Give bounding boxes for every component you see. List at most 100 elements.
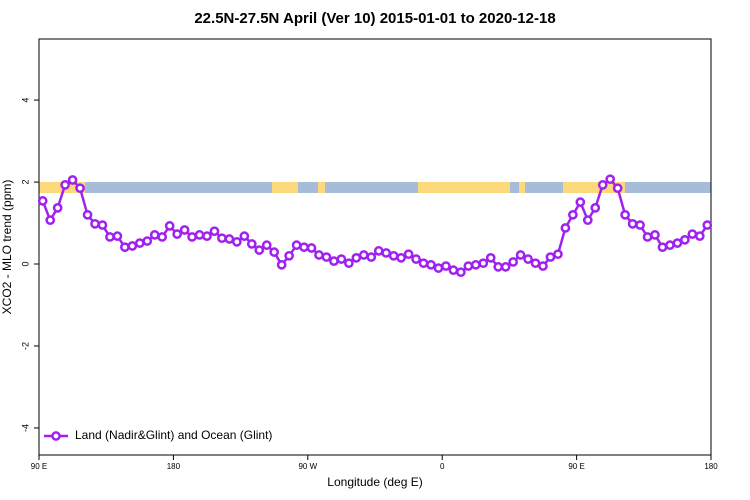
series-point <box>403 249 414 260</box>
series-point <box>127 241 138 251</box>
series-point <box>329 256 339 266</box>
series-point <box>478 258 489 269</box>
series-point <box>680 234 690 245</box>
series-point <box>597 180 608 190</box>
series-point <box>67 175 78 185</box>
series-point <box>500 262 511 272</box>
chart-title: 22.5N-27.5N April (Ver 10) 2015-01-01 to… <box>194 10 555 27</box>
series-point <box>134 238 145 248</box>
series-point <box>456 267 466 278</box>
series-point <box>515 250 526 260</box>
series-point <box>605 174 616 185</box>
series-point <box>373 246 384 256</box>
series-point <box>261 240 272 251</box>
series-point <box>187 232 197 242</box>
series-point <box>45 215 56 226</box>
series-point <box>52 203 63 213</box>
series-point <box>523 254 533 264</box>
series-point <box>560 223 571 233</box>
series-point <box>553 249 563 260</box>
x-tick-label: 0 <box>440 462 445 471</box>
series-point <box>172 229 182 239</box>
series-point <box>246 239 257 249</box>
series-point <box>358 250 369 260</box>
series-point <box>202 231 212 241</box>
series-point <box>582 215 593 226</box>
y-tick-label: 2 <box>20 180 30 185</box>
series-point <box>112 231 123 241</box>
series-point <box>105 232 115 242</box>
y-tick-label: -4 <box>20 424 30 432</box>
series-point <box>194 230 205 240</box>
series-point <box>642 232 653 242</box>
y-tick-label: 4 <box>20 98 30 103</box>
series-point <box>75 183 85 194</box>
series-point <box>306 243 317 253</box>
series-point <box>650 230 660 240</box>
series-point <box>239 231 250 241</box>
series-point <box>164 221 175 231</box>
series-point <box>411 254 421 264</box>
series-point <box>254 245 265 255</box>
series-point <box>620 209 630 220</box>
x-axis-label: Longitude (deg E) <box>327 475 422 489</box>
series-point <box>396 253 406 263</box>
series-point <box>381 248 392 258</box>
y-tick-label: 0 <box>20 262 30 267</box>
series-point <box>291 240 302 251</box>
series-point <box>60 180 70 190</box>
series-point <box>470 259 481 270</box>
series-point <box>530 258 541 269</box>
series-point <box>635 220 645 230</box>
x-tick-label: 90 E <box>31 462 47 471</box>
series-point <box>232 237 242 247</box>
series-point <box>694 231 705 241</box>
series-point <box>545 252 556 262</box>
x-tick-label: 180 <box>704 462 718 471</box>
series-point <box>336 254 347 264</box>
series-point <box>433 263 444 273</box>
y-tick-label: -2 <box>20 342 30 350</box>
series-point <box>418 258 429 269</box>
series-point <box>448 265 459 276</box>
series-point <box>82 209 93 220</box>
plot-frame <box>38 38 712 456</box>
legend-marker <box>51 431 61 441</box>
series-point <box>179 225 190 235</box>
series-point <box>627 218 638 229</box>
series-point <box>575 197 586 207</box>
series-point <box>463 261 474 271</box>
series-point <box>157 232 168 242</box>
x-tick-label: 90 W <box>298 462 317 471</box>
y-axis-label: XCO2 - MLO trend (ppm) <box>0 180 14 315</box>
series-point <box>388 250 399 261</box>
series-point <box>269 247 280 257</box>
series-point <box>493 262 504 272</box>
series-point <box>657 242 668 253</box>
series-point <box>209 226 220 237</box>
series-point <box>276 259 287 270</box>
series-point <box>344 258 354 269</box>
series-point <box>321 252 332 262</box>
series-point <box>687 229 698 239</box>
series-point <box>351 253 362 263</box>
series-point <box>538 261 548 271</box>
legend-label: Land (Nadir&Glint) and Ocean (Glint) <box>75 428 272 442</box>
series-point <box>441 261 451 271</box>
series-point <box>366 252 377 262</box>
series-point <box>590 203 601 213</box>
x-tick-label: 180 <box>167 462 181 471</box>
series-point <box>299 242 309 253</box>
series-point <box>37 196 48 206</box>
series-point <box>90 218 100 229</box>
x-tick-label: 90 E <box>568 462 584 471</box>
series-point <box>97 220 108 230</box>
series-point <box>665 240 675 251</box>
series-point <box>672 238 683 248</box>
series-point <box>314 250 324 260</box>
series-point <box>426 259 436 270</box>
series-point <box>120 242 130 253</box>
series-point <box>149 230 160 240</box>
series-point <box>142 236 153 246</box>
